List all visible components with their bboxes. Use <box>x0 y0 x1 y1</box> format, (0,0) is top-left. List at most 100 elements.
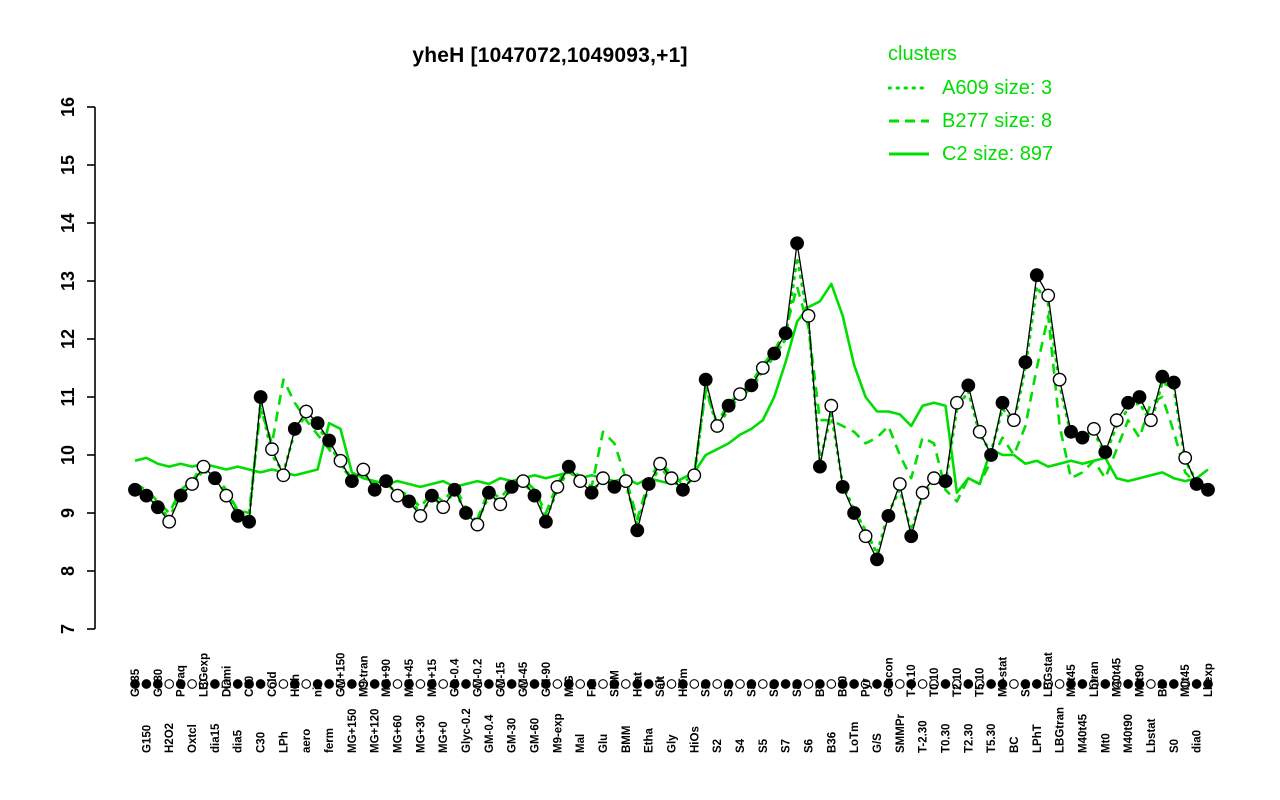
condition-marker <box>1203 679 1213 689</box>
data-point-filled <box>539 514 553 529</box>
condition-marker <box>1020 679 1031 689</box>
x-category-label: M9-exp <box>552 713 564 753</box>
condition-marker <box>700 679 711 689</box>
x-category-label: T2.30 <box>963 724 975 753</box>
condition-marker <box>929 679 939 689</box>
x-category-label: S3 <box>724 683 736 697</box>
x-category-label: H2O2 <box>164 723 176 753</box>
data-point-filled <box>402 494 416 509</box>
data-point-filled <box>904 529 919 544</box>
x-category-label: M40t45 <box>1077 713 1089 753</box>
condition-marker <box>1157 679 1168 689</box>
condition-marker <box>986 679 996 689</box>
condition-marker <box>461 679 471 689</box>
condition-marker <box>952 679 962 689</box>
y-tick-label: 16 <box>58 97 78 117</box>
data-point-open <box>801 308 816 323</box>
data-point-filled <box>173 488 188 503</box>
condition-marker <box>723 679 734 689</box>
condition-marker <box>267 679 277 689</box>
x-category-label: S3 <box>746 683 758 697</box>
condition-marker <box>1123 679 1133 689</box>
data-point-open <box>573 474 588 488</box>
condition-marker <box>917 679 928 689</box>
condition-marker <box>198 679 209 689</box>
condition-marker <box>1191 679 1202 689</box>
x-category-label: Lbstat <box>1146 718 1158 753</box>
data-point-open <box>1144 413 1158 428</box>
data-point-filled <box>961 378 976 393</box>
y-tick-label: 14 <box>58 213 78 233</box>
x-category-label: SMMPr <box>895 714 907 754</box>
condition-marker <box>404 679 414 689</box>
condition-marker <box>347 679 357 689</box>
condition-marker <box>415 679 426 689</box>
y-tick-label: 11 <box>58 387 78 406</box>
data-point-open <box>276 468 291 483</box>
x-category-label: HiOs <box>689 726 701 753</box>
condition-marker <box>860 679 871 689</box>
condition-marker <box>849 679 859 689</box>
condition-marker <box>894 679 905 689</box>
data-point-filled <box>630 523 645 538</box>
condition-marker <box>883 679 894 689</box>
data-point-open <box>185 477 200 491</box>
x-category-label: Oxtcl <box>187 724 199 753</box>
condition-marker <box>289 679 300 689</box>
legend-entry-a609: A609 size: 3 <box>888 78 1053 98</box>
chart-title-text: yheH [1047072,1049093,+1] <box>412 44 688 67</box>
x-category-label: Heat <box>632 672 644 697</box>
condition-marker <box>974 679 985 689</box>
x-category-label: T5.30 <box>986 724 998 753</box>
condition-marker <box>826 679 837 689</box>
x-category-label: B60 <box>838 676 850 697</box>
data-point-open <box>493 497 508 512</box>
dashed-line-icon <box>889 119 929 123</box>
condition-marker <box>678 679 688 689</box>
x-category-label: GM-15 <box>495 661 507 697</box>
data-point-filled <box>253 390 268 404</box>
condition-marker <box>1111 679 1122 689</box>
x-category-label: BC <box>1009 736 1021 753</box>
data-point-open <box>516 474 530 488</box>
data-point-filled <box>527 488 542 503</box>
condition-marker <box>1100 679 1111 689</box>
x-category-label: T5.10 <box>975 668 987 697</box>
data-point-open <box>413 509 428 523</box>
condition-marker <box>381 679 391 689</box>
dotted-line-icon <box>888 86 930 90</box>
x-category-label: GM-60 <box>530 718 542 753</box>
data-point-filled <box>207 471 222 486</box>
x-category-label: dia5 <box>233 729 245 753</box>
x-category-label: T2.10 <box>952 668 964 697</box>
x-category-label: G150 <box>141 725 153 753</box>
condition-marker <box>1089 679 1099 689</box>
condition-marker <box>655 679 665 689</box>
x-category-label: T0.10 <box>929 668 941 697</box>
data-point-filled <box>835 479 850 494</box>
x-category-label: Etha <box>644 727 656 753</box>
x-category-label: HPh <box>290 674 302 697</box>
x-category-label: MG+120 <box>370 709 382 753</box>
x-category-label: MG+60 <box>393 715 405 753</box>
x-category-label: S1 <box>701 682 713 697</box>
x-category-label: GM-0.2 <box>472 659 484 697</box>
data-point-open <box>390 488 405 503</box>
legend-entry-c2: C2 size: 897 <box>888 144 1053 164</box>
x-category-label: M0t90 <box>1135 664 1147 697</box>
condition-marker <box>1168 679 1179 689</box>
condition-marker <box>780 679 791 689</box>
x-category-label: ferm <box>324 728 336 753</box>
condition-marker <box>712 679 723 689</box>
legend-entry-label: A609 size: 3 <box>942 77 1053 99</box>
x-category-label: Glucon <box>883 657 895 697</box>
condition-marker <box>1077 679 1088 689</box>
x-category-label: T-2.10 <box>906 664 918 697</box>
condition-marker <box>575 679 586 689</box>
x-category-label: MG+45 <box>404 658 416 697</box>
legend-entry-label: C2 size: 897 <box>942 143 1054 165</box>
x-category-label: LPhT <box>1032 724 1044 753</box>
x-category-label: MG+90 <box>381 659 393 697</box>
condition-marker <box>518 679 528 689</box>
condition-marker <box>164 679 175 689</box>
